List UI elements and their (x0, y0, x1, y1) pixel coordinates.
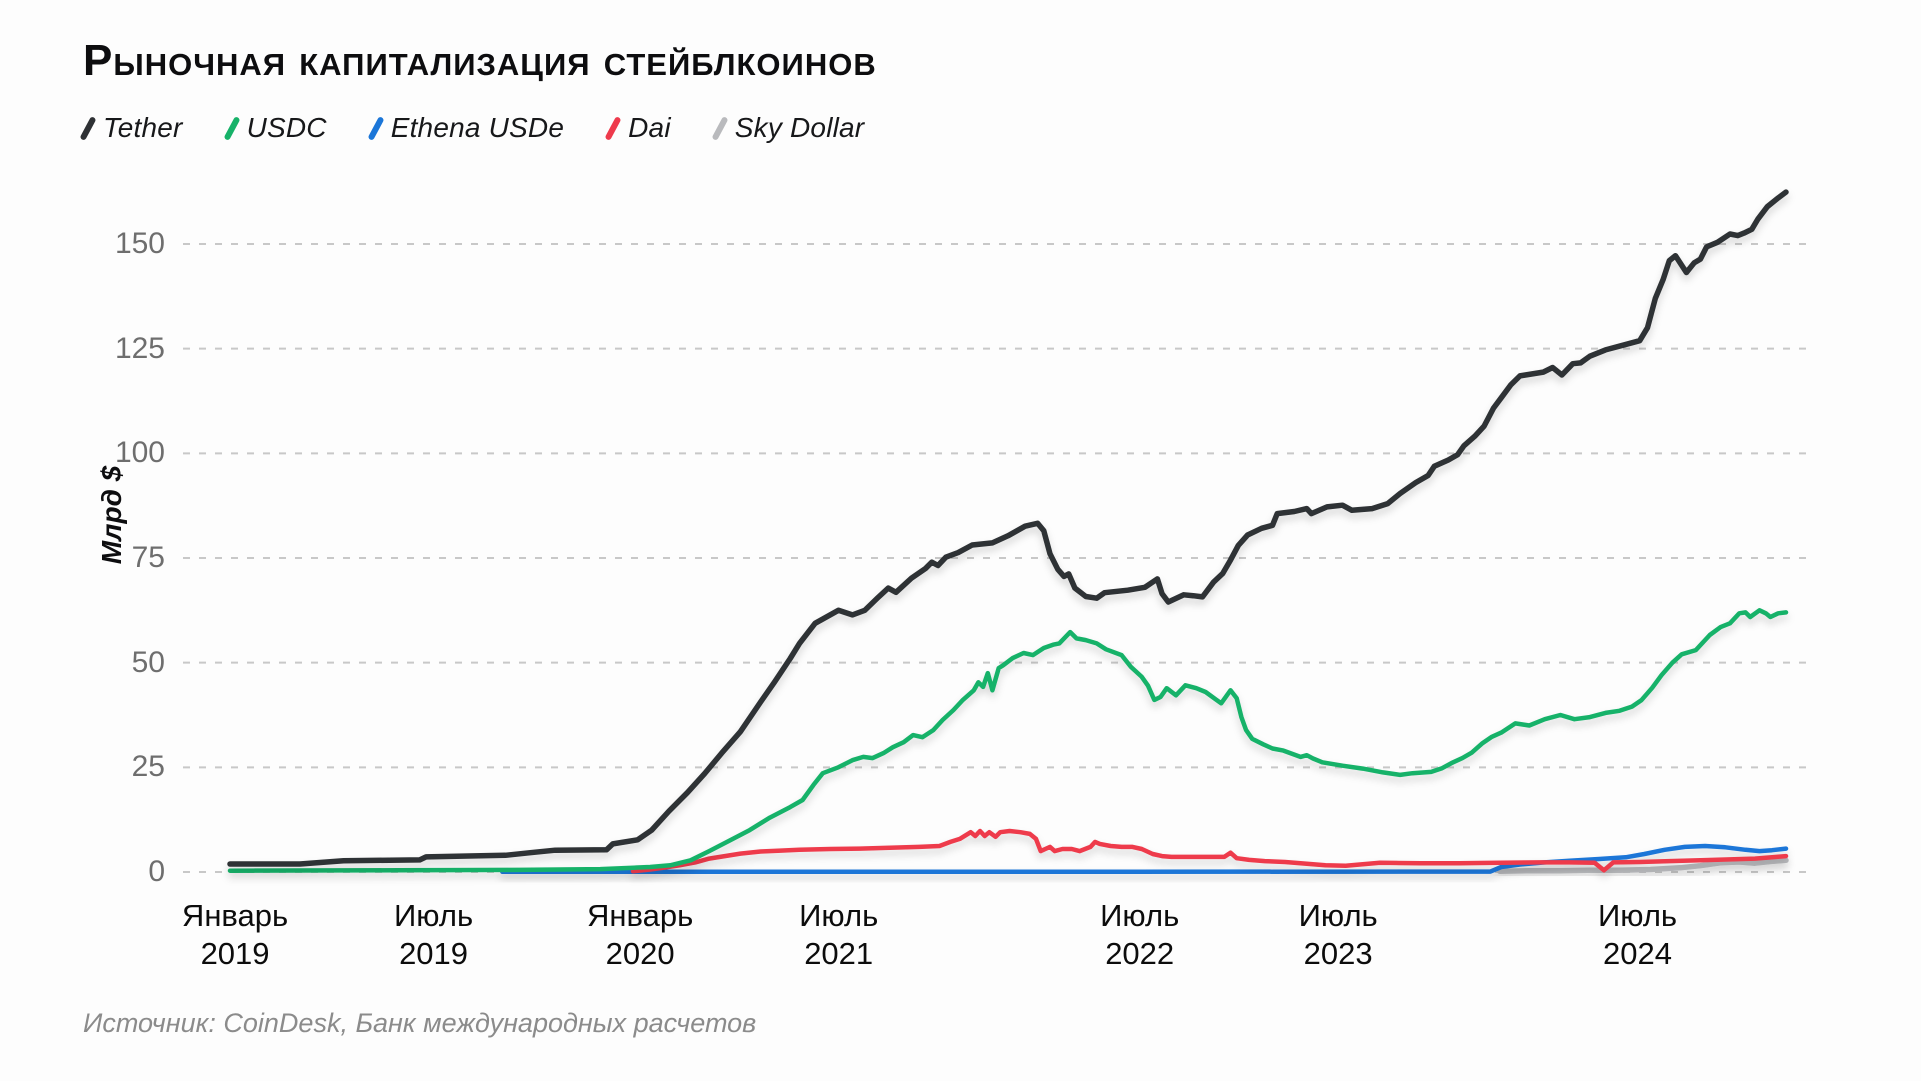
y-tick-label-125: 125 (114, 331, 165, 365)
legend-label: Sky Dollar (734, 112, 865, 143)
x-tick-label-Январь-2020: Январь 2020 (587, 898, 693, 974)
x-tick-label-Июль-2022: Июль 2022 (1100, 898, 1179, 974)
x-tick-label-Январь-2019: Январь 2019 (182, 898, 288, 974)
y-tick-label-25: 25 (131, 750, 165, 784)
legend-slash-icon (604, 115, 622, 141)
chart-title: Рыночная капитализация стейблкоинов (83, 36, 877, 85)
legend-slash-icon (367, 115, 385, 141)
source-caption: Источник: CoinDesk, Банк международных р… (83, 1008, 757, 1038)
legend-item-dai: Dai (604, 112, 671, 144)
legend-label: USDC (246, 112, 327, 143)
x-tick-month: Июль (1100, 898, 1180, 933)
legend-slash-icon (711, 115, 729, 141)
y-tick-label-75: 75 (131, 541, 165, 574)
chart-legend: Tether USDC Ethena USDe Dai Sky Dollar (79, 112, 865, 144)
chart-canvas (183, 189, 1810, 875)
legend-slash-icon (223, 115, 241, 141)
x-tick-year: 2020 (605, 936, 675, 971)
y-tick-label-0: 0 (148, 855, 165, 888)
legend-label: Ethena USDe (390, 112, 565, 143)
x-tick-label-Июль-2021: Июль 2021 (799, 898, 878, 974)
legend-label: Dai (628, 112, 671, 143)
series-line-tether (227, 189, 1789, 867)
legend-slash-icon (79, 115, 97, 141)
x-tick-label-Июль-2024: Июль 2024 (1598, 898, 1677, 974)
legend-item-tether: Tether (79, 112, 183, 144)
legend-item-usdc: USDC (223, 112, 327, 144)
x-tick-year: 2024 (1603, 936, 1673, 971)
legend-item-ethena-usde: Ethena USDe (367, 112, 565, 144)
x-tick-month: Июль (394, 898, 474, 933)
y-tick-label-50: 50 (131, 645, 165, 679)
x-tick-label-Июль-2019: Июль 2019 (394, 898, 473, 974)
plot-area (183, 189, 1810, 880)
y-tick-label-150: 150 (114, 227, 165, 260)
x-tick-month: Июль (1298, 898, 1378, 933)
x-tick-year: 2022 (1105, 936, 1175, 971)
x-tick-month: Январь (587, 898, 694, 933)
legend-label: Tether (103, 112, 183, 143)
x-tick-year: 2021 (804, 936, 874, 971)
x-tick-year: 2019 (200, 936, 270, 971)
x-tick-month: Июль (1597, 898, 1678, 933)
x-tick-month: Январь (181, 898, 289, 933)
legend-item-sky-dollar: Sky Dollar (711, 112, 865, 144)
series-line-usdc (227, 608, 1789, 873)
series-line-sky-dollar (1496, 857, 1789, 874)
y-tick-label-100: 100 (114, 436, 165, 470)
series-line-ethena-usde (500, 843, 1789, 875)
x-tick-year: 2019 (399, 936, 469, 971)
x-tick-label-Июль-2023: Июль 2023 (1299, 898, 1378, 974)
x-tick-year: 2023 (1303, 936, 1373, 971)
series-line-dai (630, 828, 1789, 874)
x-tick-month: Июль (799, 898, 879, 933)
